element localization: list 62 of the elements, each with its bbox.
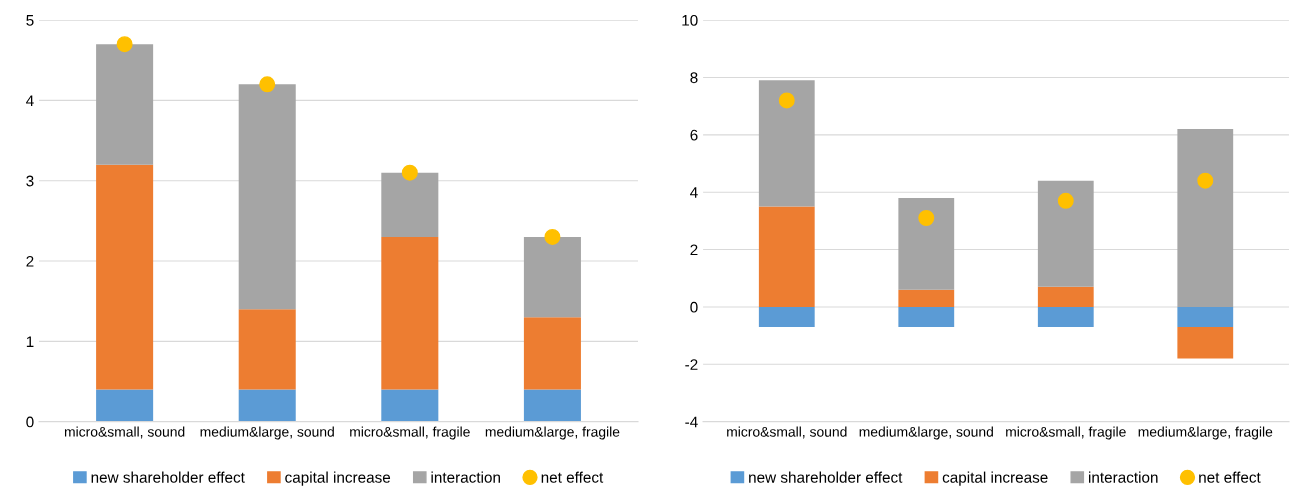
bar: [1037, 180, 1094, 287]
x-tick-label: micro&small, sound: [727, 426, 847, 439]
bar: [96, 389, 154, 422]
y-tick-label: 10: [682, 14, 698, 26]
x-tick-label: micro&small, fragile: [350, 426, 470, 440]
x-tick-label: micro&small, fragile: [1006, 426, 1126, 440]
x-tick-label: medium&large, sound: [859, 426, 993, 440]
bar: [898, 306, 955, 328]
bar: [238, 389, 296, 422]
legend-label: capital increase: [942, 471, 1048, 486]
legend-label: new shareholder effect: [749, 471, 903, 483]
y-tick-label: -2: [685, 359, 698, 370]
x-tick-label: medium&large, fragile: [485, 426, 620, 440]
bar: [238, 309, 296, 390]
bar: [1177, 306, 1234, 328]
y-tick-label: 6: [690, 129, 698, 141]
y-tick-label: -4: [685, 416, 698, 428]
bar: [96, 164, 154, 390]
point: [918, 210, 935, 226]
legend-label: capital increase: [285, 471, 391, 486]
legend-label: new shareholder effect: [91, 471, 245, 483]
y-tick-label: 4: [26, 95, 34, 106]
bar: [523, 236, 581, 318]
bar: [1177, 129, 1234, 307]
bar: [898, 197, 955, 290]
bar: [898, 289, 955, 307]
point: [778, 92, 795, 109]
point: [544, 228, 561, 245]
y-tick-label: 0: [690, 301, 698, 313]
bar: [238, 84, 296, 310]
bar: [1177, 327, 1234, 359]
bar: [758, 306, 815, 328]
y-tick-label: 1: [26, 336, 34, 347]
point: [259, 76, 276, 93]
bar: [381, 172, 439, 237]
bar: [381, 236, 439, 390]
bar: [523, 317, 581, 390]
legend-label: net effect: [1199, 471, 1261, 483]
bar: [1037, 306, 1094, 328]
legend-label: interaction: [1089, 471, 1158, 483]
legend-label: interaction: [431, 471, 500, 483]
legend-label: net effect: [541, 471, 604, 483]
x-tick-label: medium&large, sound: [200, 426, 334, 440]
bar: [758, 80, 815, 207]
point: [1057, 192, 1074, 209]
y-tick-label: 2: [26, 255, 34, 267]
point: [1197, 172, 1214, 189]
y-tick-label: 4: [690, 187, 698, 198]
y-tick-label: 0: [26, 416, 34, 428]
point: [116, 36, 133, 53]
point: [401, 164, 418, 181]
y-tick-label: 5: [26, 15, 34, 26]
y-tick-label: 2: [690, 244, 698, 256]
x-tick-label: medium&large, fragile: [1138, 426, 1273, 440]
bar: [758, 206, 815, 307]
bar: [96, 44, 154, 165]
bar: [523, 389, 581, 422]
y-tick-label: 3: [26, 175, 34, 187]
y-tick-label: 8: [690, 72, 698, 84]
bar: [1037, 286, 1094, 307]
bar: [381, 389, 439, 422]
x-tick-label: micro&small, sound: [64, 426, 185, 439]
